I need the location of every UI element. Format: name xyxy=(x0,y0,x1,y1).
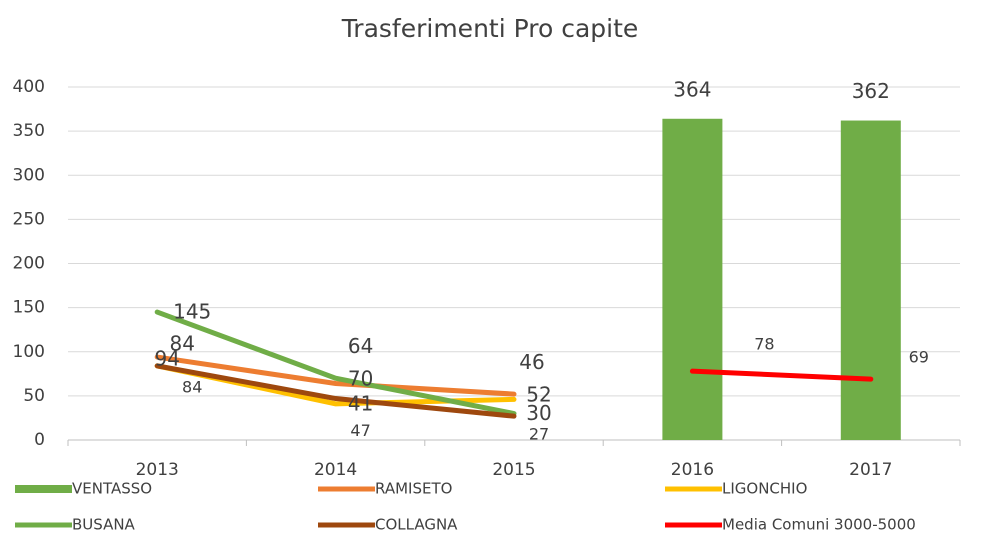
y-tick-label: 350 xyxy=(13,121,45,141)
data-label: 46 xyxy=(519,350,544,374)
y-tick-label: 400 xyxy=(13,77,45,97)
legend-label: LIGONCHIO xyxy=(722,480,807,498)
x-tick-label: 2014 xyxy=(314,460,357,480)
data-label: 52 xyxy=(526,383,551,407)
data-label: 145 xyxy=(173,300,211,324)
y-tick-label: 100 xyxy=(13,342,45,362)
x-tick-label: 2017 xyxy=(849,460,892,480)
data-label: 84 xyxy=(169,331,194,355)
line xyxy=(154,309,517,417)
legend-label: Media Comuni 3000-5000 xyxy=(722,516,916,534)
bar xyxy=(840,120,901,440)
data-label: 27 xyxy=(529,425,549,444)
y-tick-label: 150 xyxy=(13,298,45,318)
line xyxy=(689,368,874,382)
x-tick-label: 2015 xyxy=(492,460,535,480)
y-tick-label: 250 xyxy=(13,209,45,229)
data-label: 364 xyxy=(673,77,711,101)
data-label: 41 xyxy=(348,391,373,415)
data-label: 69 xyxy=(909,348,929,367)
data-label: 94 xyxy=(154,347,179,371)
y-tick-label: 200 xyxy=(13,254,45,274)
y-tick-label: 0 xyxy=(34,430,45,450)
x-tick-label: 2016 xyxy=(671,460,714,480)
data-label: 84 xyxy=(182,377,202,396)
data-label: 362 xyxy=(852,79,890,103)
bar xyxy=(662,118,723,441)
data-label: 64 xyxy=(348,334,373,358)
legend-label: COLLAGNA xyxy=(375,516,458,534)
y-tick-label: 300 xyxy=(13,165,45,185)
legend-label: RAMISETO xyxy=(375,480,452,498)
x-tick-label: 2013 xyxy=(136,460,179,480)
data-label: 78 xyxy=(754,335,774,354)
data-label: 70 xyxy=(348,367,373,391)
line xyxy=(154,354,517,397)
legend-label: BUSANA xyxy=(72,516,136,534)
legend-label: VENTASSO xyxy=(72,480,152,498)
line xyxy=(154,363,517,419)
data-label: 47 xyxy=(350,421,370,440)
data-label: 30 xyxy=(526,401,551,425)
chart-title: Trasferimenti Pro capite xyxy=(341,14,639,43)
y-tick-label: 50 xyxy=(23,386,45,406)
